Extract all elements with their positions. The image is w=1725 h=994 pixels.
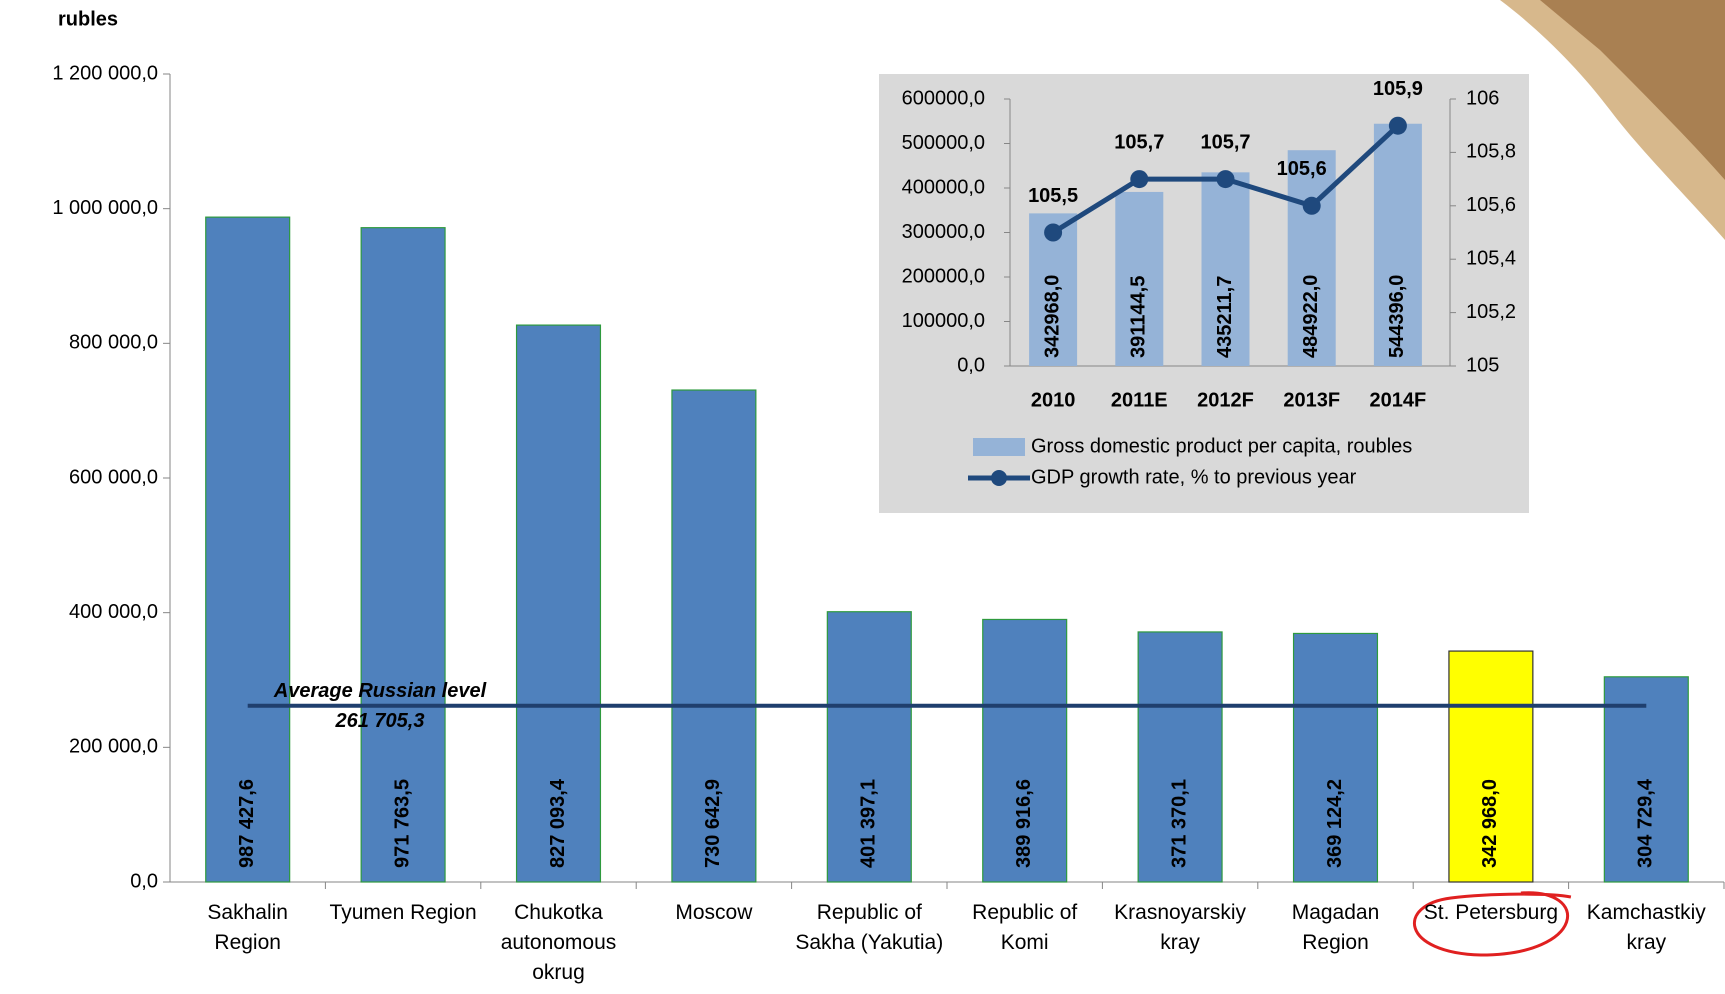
y2-tick-label: 106 — [1466, 87, 1499, 109]
bar-value-label: 730 642,9 — [702, 779, 724, 868]
y-tick-label: 200 000,0 — [69, 736, 158, 758]
bar — [982, 618, 1068, 883]
y-tick-label: 400 000,0 — [69, 601, 158, 623]
y-axis-label: rubles — [58, 8, 118, 30]
y2-tick-label: 105 — [1466, 354, 1499, 376]
bar — [1448, 650, 1534, 883]
legend-label: Gross domestic product per capita, roubl… — [1031, 435, 1412, 457]
y-tick-label: 800 000,0 — [69, 332, 158, 354]
line-marker — [1388, 116, 1407, 135]
legend-label: GDP growth rate, % to previous year — [1031, 466, 1357, 488]
y2-tick-label: 105,4 — [1466, 247, 1516, 269]
legend-marker — [991, 470, 1007, 486]
bar — [1287, 150, 1336, 366]
x-tick-label: 2011E — [1111, 389, 1168, 411]
y-tick-label: 200000,0 — [902, 265, 985, 287]
x-tick-label: Republic of Sakha (Yakutia) — [795, 901, 944, 954]
line-value-label: 105,7 — [1200, 131, 1250, 153]
bar — [360, 227, 446, 883]
y-tick-label: 1 200 000,0 — [52, 62, 158, 84]
bar-value-label: 389 916,6 — [1013, 779, 1035, 868]
bar-value-label: 391144,5 — [1128, 276, 1150, 358]
bar-value-label: 371 370,1 — [1168, 779, 1190, 868]
x-tick-label: St. Petersburg — [1423, 901, 1558, 924]
y-tick-label: 500000,0 — [902, 132, 985, 154]
y2-tick-label: 105,2 — [1466, 301, 1516, 323]
bar-value-label: 827 093,4 — [547, 778, 569, 868]
bar-value-label: 435211,7 — [1214, 276, 1236, 358]
bar — [1137, 631, 1223, 883]
bar-value-label: 369 124,2 — [1324, 779, 1346, 868]
y2-tick-label: 105,8 — [1466, 141, 1516, 163]
x-tick-label: Republic of Komi — [972, 901, 1078, 954]
bar — [1373, 123, 1422, 367]
y-tick-label: 400000,0 — [902, 176, 985, 198]
line-value-label: 105,9 — [1373, 78, 1423, 100]
x-tick-label: 2014F — [1370, 389, 1427, 411]
annotation — [1412, 891, 1572, 957]
x-tick-label: Moscow — [675, 901, 753, 924]
y-tick-label: 0,0 — [130, 870, 158, 892]
y-tick-label: 300000,0 — [902, 221, 985, 243]
line-marker — [1044, 223, 1063, 242]
line-marker — [1130, 170, 1149, 189]
y-tick-label: 1 000 000,0 — [52, 197, 158, 219]
y-tick-label: 600 000,0 — [69, 466, 158, 488]
bar-value-label: 484922,0 — [1300, 275, 1322, 358]
line-value-label: 105,6 — [1277, 158, 1327, 180]
y2-tick-label: 105,6 — [1466, 194, 1516, 216]
line-marker — [1216, 170, 1235, 189]
bar-value-label: 987 427,6 — [236, 779, 258, 868]
legend-swatch — [973, 438, 1025, 456]
bar-value-label: 304 729,4 — [1635, 778, 1657, 868]
bar — [515, 324, 602, 883]
x-tick-label: Sakhalin Region — [207, 901, 288, 954]
x-tick-label: Kamchastkiy kray — [1586, 901, 1706, 954]
bar — [1201, 172, 1250, 366]
x-tick-label: 2012F — [1197, 389, 1254, 411]
bar — [1603, 676, 1689, 883]
reference-label: Average Russian level — [273, 680, 487, 702]
y-tick-label: 0,0 — [957, 354, 985, 376]
bar-value-label: 544396,0 — [1386, 275, 1408, 358]
x-tick-label: 2010 — [1031, 389, 1076, 411]
x-tick-label: Magadan Region — [1291, 901, 1380, 954]
bar-value-label: 342 968,0 — [1479, 779, 1501, 868]
bar-value-label: 342968,0 — [1041, 275, 1063, 358]
bar — [826, 611, 912, 883]
line-marker — [1302, 196, 1321, 215]
x-tick-label: 2013F — [1283, 389, 1340, 411]
line-value-label: 105,7 — [1114, 131, 1164, 153]
bar — [1292, 632, 1379, 883]
line-value-label: 105,5 — [1028, 185, 1078, 207]
bar-value-label: 971 763,5 — [391, 779, 413, 868]
reference-value: 261 705,3 — [335, 710, 425, 732]
decoration — [1540, 0, 1725, 180]
y-tick-label: 600000,0 — [902, 87, 985, 109]
x-tick-label: Chukotka autonomous okrug — [500, 901, 617, 984]
bar — [1115, 191, 1164, 366]
x-tick-label: Krasnoyarskiy kray — [1114, 901, 1247, 954]
bar — [205, 216, 291, 883]
y-tick-label: 100000,0 — [902, 310, 985, 332]
bar — [671, 389, 757, 883]
x-tick-label: Tyumen Region — [329, 901, 477, 924]
bar-value-label: 401 397,1 — [858, 779, 880, 868]
